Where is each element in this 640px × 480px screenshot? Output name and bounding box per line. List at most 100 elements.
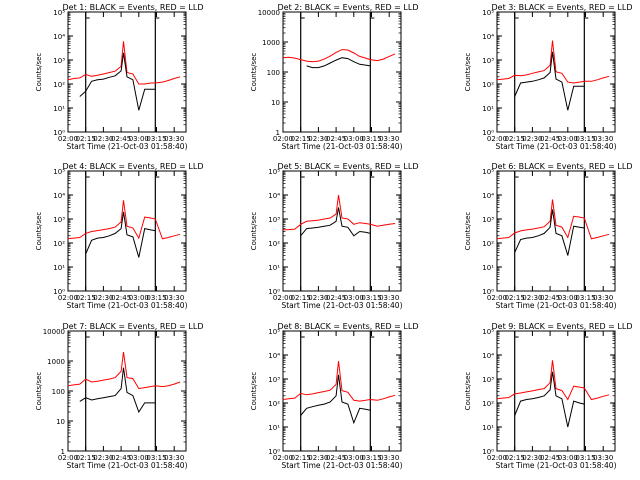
x-tick-label: 02:30 bbox=[93, 294, 113, 302]
x-tick-label: 02:15 bbox=[291, 454, 311, 462]
plot-frame bbox=[496, 330, 616, 452]
series-line-events bbox=[306, 57, 371, 69]
y-tick-label: 10¹ bbox=[482, 105, 494, 113]
y-tick-label: 1000 bbox=[47, 358, 65, 366]
x-tick-label: 02:45 bbox=[326, 454, 346, 462]
y-tick-label: 10⁵ bbox=[268, 328, 280, 336]
y-tick-label: 10⁰ bbox=[482, 448, 494, 456]
x-tick-label: 03:00 bbox=[344, 135, 364, 143]
y-tick-label: 1000 bbox=[262, 39, 280, 47]
series-line-lld bbox=[282, 361, 396, 402]
series-line-lld bbox=[496, 40, 610, 84]
series-line-lld bbox=[282, 49, 396, 63]
panel-det-4: Det 4: BLACK = Events, RED = LLD 10⁰ 10¹ 10… bbox=[35, 162, 203, 310]
y-tick-label: 10¹ bbox=[268, 264, 280, 272]
x-tick-label: 03:15 bbox=[146, 294, 166, 302]
x-tick-label: 02:45 bbox=[111, 135, 131, 143]
x-tick-label: 02:15 bbox=[505, 135, 525, 143]
x-axis-label: Start Time (21-Oct-03 01:58:40) bbox=[281, 301, 402, 310]
plot-frame bbox=[496, 170, 616, 292]
y-tick-label: 10⁴ bbox=[268, 352, 280, 360]
x-tick-label: 03:30 bbox=[593, 135, 613, 143]
y-tick-label: 10 bbox=[56, 418, 65, 426]
x-tick-label: 03:30 bbox=[593, 294, 613, 302]
plot-frame bbox=[67, 11, 187, 133]
x-tick-label: 03:00 bbox=[558, 135, 578, 143]
panel-det-3: Det 3: BLACK = Events, RED = LLD 10⁰ 10¹ 10… bbox=[464, 3, 632, 151]
y-tick-label: 10³ bbox=[482, 376, 494, 384]
x-tick-label: 02:15 bbox=[505, 294, 525, 302]
y-tick-label: 10⁴ bbox=[482, 352, 494, 360]
series-line-events bbox=[79, 367, 156, 414]
series-line-events bbox=[300, 374, 371, 425]
x-tick-label: 02:45 bbox=[326, 135, 346, 143]
y-axis-label: Counts/sec bbox=[250, 212, 258, 251]
series-line-lld bbox=[67, 41, 181, 85]
x-tick-label: 02:00 bbox=[273, 135, 293, 143]
y-tick-label: 10000 bbox=[43, 328, 65, 336]
y-tick-label: 10² bbox=[482, 240, 494, 248]
y-tick-label: 10⁰ bbox=[53, 129, 65, 137]
y-tick-label: 100 bbox=[52, 388, 65, 396]
x-tick-label: 02:45 bbox=[111, 294, 131, 302]
x-tick-label: 02:00 bbox=[58, 454, 78, 462]
x-tick-label: 03:30 bbox=[593, 454, 613, 462]
x-tick-label: 02:15 bbox=[505, 454, 525, 462]
x-tick-label: 02:15 bbox=[76, 454, 96, 462]
panel-title: Det 8: BLACK = Events, RED = LLD bbox=[278, 322, 419, 331]
x-tick-label: 02:00 bbox=[273, 294, 293, 302]
plot-frame bbox=[67, 170, 187, 292]
x-axis-label: Start Time (21-Oct-03 01:58:40) bbox=[281, 142, 402, 151]
x-tick-label: 03:30 bbox=[379, 135, 399, 143]
panel-det-8: Det 8: BLACK = Events, RED = LLD 10⁰ 10¹ 10… bbox=[250, 322, 418, 470]
series-line-lld bbox=[67, 200, 181, 240]
y-tick-label: 10³ bbox=[268, 216, 280, 224]
y-axis-label: Counts/sec bbox=[250, 372, 258, 411]
y-tick-label: 10² bbox=[53, 240, 65, 248]
x-tick-label: 03:00 bbox=[344, 294, 364, 302]
y-tick-label: 10³ bbox=[482, 57, 494, 65]
series-line-events bbox=[300, 207, 371, 237]
x-tick-label: 03:00 bbox=[558, 454, 578, 462]
x-tick-label: 02:00 bbox=[58, 135, 78, 143]
y-tick-label: 10¹ bbox=[268, 424, 280, 432]
y-axis-label: Counts/sec bbox=[464, 53, 472, 92]
x-tick-label: 02:15 bbox=[76, 294, 96, 302]
x-tick-label: 03:00 bbox=[129, 135, 149, 143]
x-tick-label: 03:15 bbox=[575, 454, 595, 462]
x-tick-label: 02:45 bbox=[540, 135, 560, 143]
x-tick-label: 02:00 bbox=[487, 454, 507, 462]
panel-det-9: Det 9: BLACK = Events, RED = LLD 10⁰ 10¹ 10… bbox=[464, 322, 632, 470]
y-tick-label: 10¹ bbox=[53, 264, 65, 272]
x-axis-label: Start Time (21-Oct-03 01:58:40) bbox=[495, 142, 616, 151]
y-tick-label: 10¹ bbox=[482, 264, 494, 272]
y-tick-label: 10³ bbox=[482, 216, 494, 224]
panel-det-5: Det 5: BLACK = Events, RED = LLD 10⁰ 10¹ 10… bbox=[250, 162, 418, 310]
y-tick-label: 10² bbox=[482, 400, 494, 408]
panel-det-7: Det 7: BLACK = Events, RED = LLD 1 10 100 10… bbox=[35, 322, 203, 470]
panel-title: Det 4: BLACK = Events, RED = LLD bbox=[63, 162, 204, 171]
x-tick-label: 02:45 bbox=[540, 454, 560, 462]
x-axis-label: Start Time (21-Oct-03 01:58:40) bbox=[495, 301, 616, 310]
x-tick-label: 02:45 bbox=[326, 294, 346, 302]
x-tick-label: 03:30 bbox=[164, 454, 184, 462]
y-tick-label: 10⁴ bbox=[53, 192, 65, 200]
x-tick-label: 03:15 bbox=[361, 135, 381, 143]
x-tick-label: 02:15 bbox=[291, 294, 311, 302]
series-line-events bbox=[514, 209, 585, 256]
panel-title: Det 9: BLACK = Events, RED = LLD bbox=[492, 322, 633, 331]
plot-frame bbox=[282, 170, 402, 292]
series-line-events bbox=[514, 51, 585, 111]
y-tick-label: 10⁵ bbox=[53, 9, 65, 17]
panel-title: Det 5: BLACK = Events, RED = LLD bbox=[278, 162, 419, 171]
panel-det-6: Det 6: BLACK = Events, RED = LLD 10⁰ 10¹ 10… bbox=[464, 162, 632, 310]
x-axis-label: Start Time (21-Oct-03 01:58:40) bbox=[66, 301, 187, 310]
x-tick-label: 03:00 bbox=[129, 454, 149, 462]
y-tick-label: 10⁵ bbox=[268, 168, 280, 176]
x-tick-label: 03:30 bbox=[164, 294, 184, 302]
y-tick-label: 10⁰ bbox=[53, 288, 65, 296]
y-tick-label: 10¹ bbox=[482, 424, 494, 432]
x-tick-label: 03:15 bbox=[575, 135, 595, 143]
panel-title: Det 6: BLACK = Events, RED = LLD bbox=[492, 162, 633, 171]
